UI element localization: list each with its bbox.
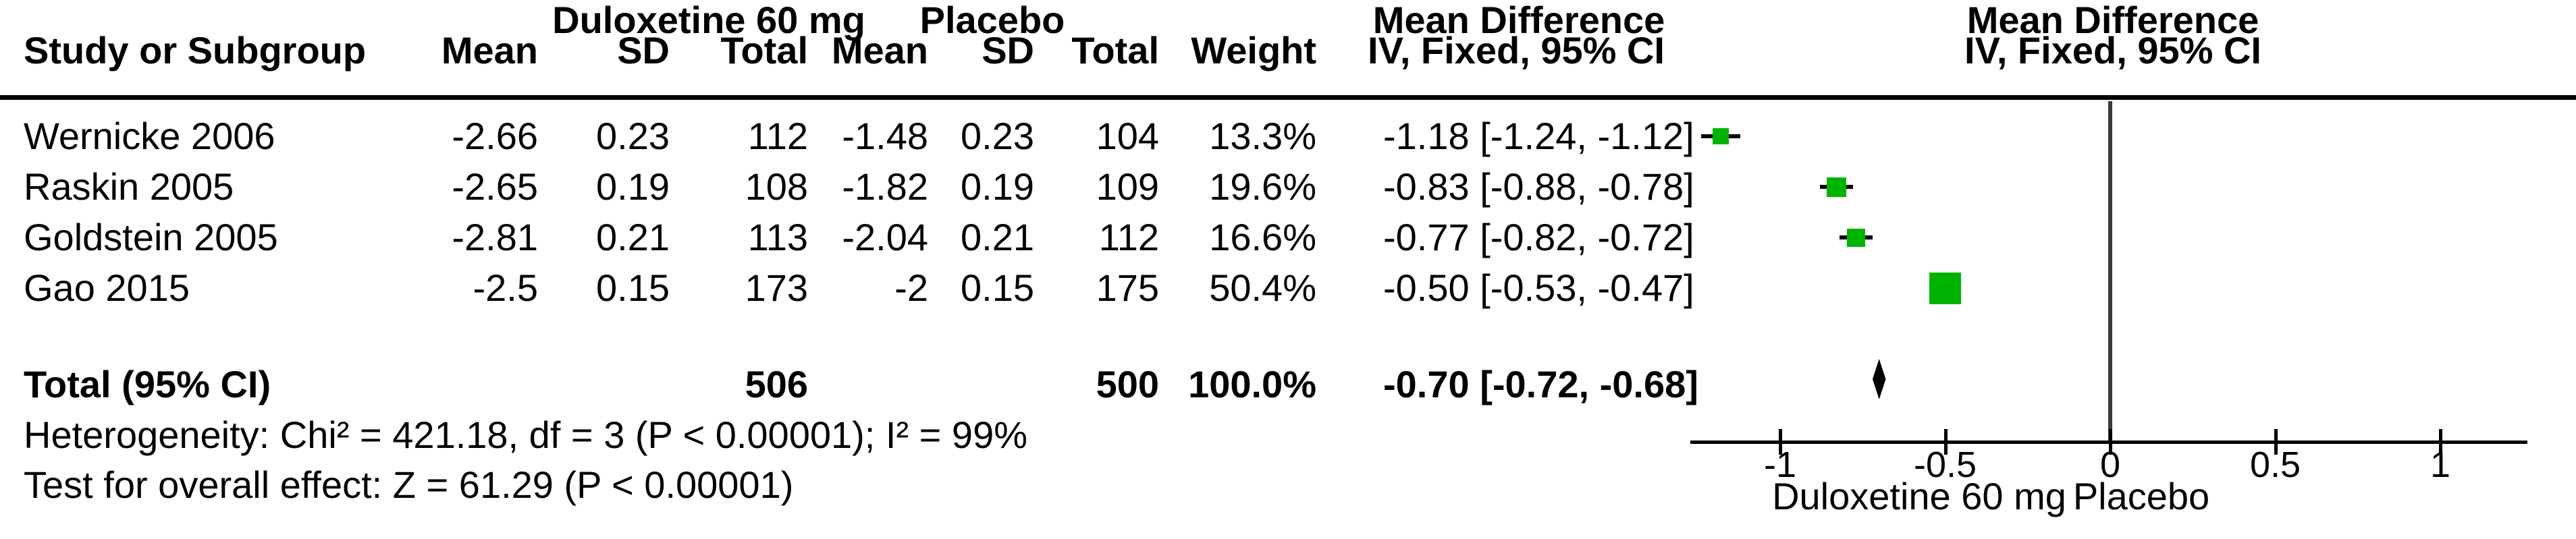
axis-tick [2439, 429, 2442, 455]
cell-sd-control: 0.15 [961, 266, 1034, 309]
study-marker-square [1713, 128, 1729, 144]
cell-mean-treatment: -2.65 [452, 165, 538, 208]
total-row-label: Total (95% CI) [24, 363, 271, 405]
total-weight: 100.0% [1188, 363, 1316, 405]
cell-total-treatment: 113 [747, 216, 808, 258]
study-label: Raskin 2005 [24, 165, 234, 208]
cell-sd-treatment: 0.15 [596, 266, 670, 309]
cell-md-ci: -0.77 [-0.82, -0.72] [1383, 216, 1694, 258]
plot-header-line2: IV, Fixed, 95% CI [1964, 29, 2261, 72]
total-treatment-n: 506 [745, 363, 808, 405]
column-header-sd-treatment: SD [617, 29, 670, 72]
axis-tick-label: -1 [1763, 445, 1796, 485]
axis-tick [2109, 429, 2112, 455]
cell-weight: 16.6% [1209, 216, 1316, 258]
study-marker-square [1847, 229, 1865, 247]
column-header-mean-treatment: Mean [441, 29, 538, 72]
column-header-mean-control: Mean [831, 29, 928, 72]
cell-sd-treatment: 0.21 [596, 216, 670, 258]
header-separator-line [0, 95, 2576, 100]
cell-sd-control: 0.19 [961, 165, 1034, 208]
column-header-study: Study or Subgroup [24, 29, 367, 72]
cell-weight: 19.6% [1209, 165, 1316, 208]
cell-total-control: 104 [1096, 115, 1159, 157]
cell-sd-control: 0.23 [961, 115, 1034, 157]
cell-mean-control: -1.48 [842, 115, 928, 157]
column-header-total-treatment: Total [720, 29, 808, 72]
cell-sd-control: 0.21 [961, 216, 1034, 258]
plot-header-line1: Mean Difference [1966, 0, 2259, 41]
cell-total-treatment: 173 [745, 266, 808, 309]
cell-md-ci: -1.18 [-1.24, -1.12] [1383, 115, 1694, 157]
cell-mean-treatment: -2.66 [452, 115, 538, 157]
zero-effect-line [2108, 101, 2112, 444]
cell-mean-control: -1.82 [842, 165, 928, 208]
cell-total-control: 109 [1096, 165, 1159, 208]
axis-tick [1943, 429, 1948, 455]
axis-footer-label-treatment: Duloxetine 60 mg [1772, 475, 2066, 517]
overall-effect-test: Test for overall effect: Z = 61.29 (P < … [24, 463, 794, 506]
cell-sd-treatment: 0.19 [596, 165, 670, 208]
cell-weight: 50.4% [1209, 266, 1316, 309]
cell-sd-treatment: 0.23 [596, 115, 670, 157]
md-column-header-line1: Mean Difference [1372, 0, 1665, 41]
axis-tick [2274, 429, 2278, 455]
study-marker-square [1827, 177, 1846, 197]
axis-tick-label: 0 [2099, 445, 2121, 485]
axis-footer-label-control: Placebo [2072, 475, 2210, 517]
group-header-treatment: Duloxetine 60 mg [552, 0, 865, 41]
study-label: Gao 2015 [24, 266, 190, 309]
axis-tick [1779, 429, 1782, 455]
study-label: Goldstein 2005 [24, 216, 278, 258]
total-control-n: 500 [1096, 363, 1159, 405]
study-label: Wernicke 2006 [24, 115, 275, 157]
md-column-header-line2: IV, Fixed, 95% CI [1368, 29, 1665, 72]
heterogeneity-stats: Heterogeneity: Chi² = 421.18, df = 3 (P … [24, 414, 1028, 456]
summary-diamond [1872, 359, 1886, 399]
axis-tick-label: 1 [2430, 445, 2451, 485]
column-header-total-control: Total [1071, 29, 1159, 72]
cell-total-control: 112 [1098, 216, 1159, 258]
cell-total-control: 175 [1096, 266, 1159, 309]
axis-tick-label: 0.5 [2249, 445, 2301, 485]
axis-tick-label: -0.5 [1913, 445, 1977, 485]
cell-mean-control: -2.04 [842, 216, 928, 258]
cell-md-ci: -0.83 [-0.88, -0.78] [1383, 165, 1694, 208]
cell-mean-treatment: -2.81 [452, 216, 538, 258]
cell-weight: 13.3% [1209, 115, 1316, 157]
cell-total-treatment: 112 [747, 115, 808, 157]
cell-mean-treatment: -2.5 [473, 266, 539, 309]
cell-total-treatment: 108 [745, 165, 808, 208]
column-header-sd-control: SD [982, 29, 1034, 72]
cell-md-ci: -0.50 [-0.53, -0.47] [1383, 266, 1694, 309]
group-header-control: Placebo [919, 0, 1065, 41]
study-marker-square [1929, 273, 1961, 304]
total-md-ci: -0.70 [-0.72, -0.68] [1383, 363, 1698, 405]
cell-mean-control: -2 [894, 266, 928, 309]
column-header-weight: Weight [1191, 29, 1316, 72]
